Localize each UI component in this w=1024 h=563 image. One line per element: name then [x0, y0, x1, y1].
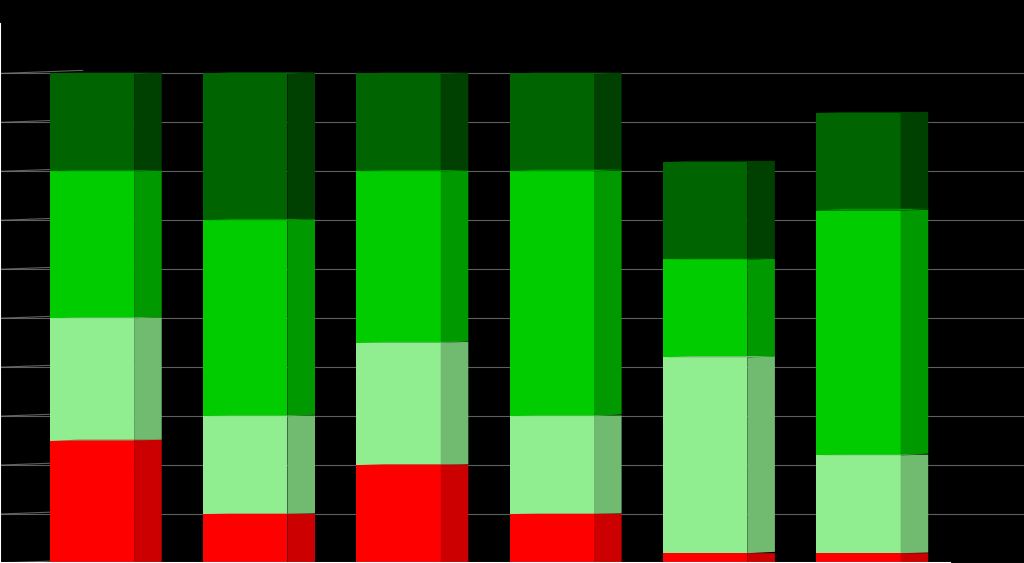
Polygon shape	[203, 73, 288, 220]
Polygon shape	[356, 342, 468, 343]
Polygon shape	[748, 553, 775, 563]
Polygon shape	[510, 169, 622, 171]
Polygon shape	[203, 415, 315, 416]
Polygon shape	[440, 464, 468, 563]
Polygon shape	[50, 441, 134, 563]
Polygon shape	[663, 161, 775, 162]
Polygon shape	[134, 171, 162, 318]
Polygon shape	[594, 513, 622, 563]
Polygon shape	[50, 73, 134, 171]
Polygon shape	[748, 259, 775, 358]
Polygon shape	[816, 455, 900, 553]
Polygon shape	[663, 356, 775, 358]
Polygon shape	[356, 171, 440, 343]
Polygon shape	[356, 464, 468, 465]
Polygon shape	[356, 465, 440, 563]
Polygon shape	[663, 162, 748, 260]
Polygon shape	[50, 318, 134, 441]
Polygon shape	[748, 356, 775, 553]
Polygon shape	[50, 440, 162, 441]
Polygon shape	[900, 209, 928, 455]
Polygon shape	[594, 415, 622, 514]
Polygon shape	[203, 219, 315, 220]
Polygon shape	[510, 73, 594, 171]
Polygon shape	[900, 454, 928, 553]
Polygon shape	[134, 440, 162, 563]
Polygon shape	[134, 318, 162, 441]
Polygon shape	[748, 161, 775, 260]
Polygon shape	[288, 73, 315, 220]
Polygon shape	[816, 553, 900, 563]
Polygon shape	[900, 112, 928, 211]
Polygon shape	[356, 73, 440, 171]
Polygon shape	[663, 553, 748, 563]
Polygon shape	[134, 73, 162, 171]
Polygon shape	[440, 73, 468, 171]
Polygon shape	[203, 514, 288, 563]
Polygon shape	[356, 343, 440, 465]
Polygon shape	[288, 513, 315, 563]
Polygon shape	[663, 358, 748, 553]
Polygon shape	[440, 342, 468, 465]
Polygon shape	[510, 416, 594, 514]
Polygon shape	[816, 112, 928, 113]
Polygon shape	[816, 113, 900, 211]
Polygon shape	[510, 171, 594, 416]
Polygon shape	[288, 219, 315, 416]
Polygon shape	[663, 260, 748, 358]
Polygon shape	[900, 553, 928, 563]
Polygon shape	[50, 171, 134, 318]
Polygon shape	[816, 211, 900, 455]
Polygon shape	[510, 514, 594, 563]
Polygon shape	[594, 73, 622, 171]
Polygon shape	[816, 209, 928, 211]
Polygon shape	[594, 169, 622, 416]
Polygon shape	[356, 170, 468, 171]
Polygon shape	[288, 415, 315, 514]
Polygon shape	[510, 415, 622, 416]
Polygon shape	[663, 259, 775, 260]
Polygon shape	[203, 220, 288, 416]
Polygon shape	[203, 416, 288, 514]
Polygon shape	[816, 454, 928, 455]
Polygon shape	[440, 170, 468, 343]
